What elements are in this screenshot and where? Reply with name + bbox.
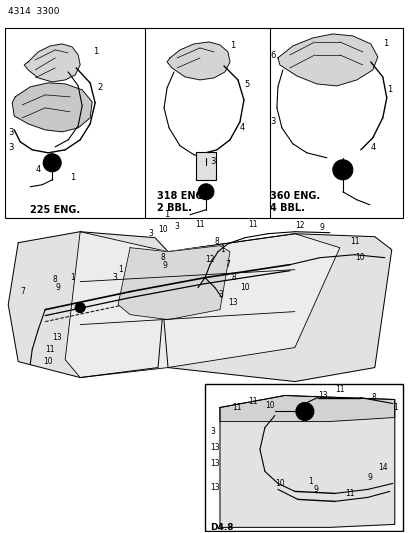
Polygon shape	[65, 232, 340, 377]
Polygon shape	[24, 44, 80, 82]
Text: 3: 3	[8, 128, 13, 138]
Text: 318 ENG.
2 BBL.: 318 ENG. 2 BBL.	[157, 191, 207, 213]
Text: 9: 9	[368, 473, 373, 482]
Text: 3: 3	[218, 290, 223, 299]
Text: 1: 1	[93, 47, 98, 56]
Circle shape	[296, 402, 314, 421]
Text: 9: 9	[314, 485, 319, 494]
Text: 10: 10	[43, 357, 53, 366]
Text: 10: 10	[158, 225, 168, 234]
Text: 10: 10	[240, 283, 250, 292]
Text: D4.8: D4.8	[210, 523, 233, 532]
Text: 13: 13	[318, 391, 328, 400]
Text: 1: 1	[383, 39, 388, 49]
Text: 1: 1	[393, 403, 397, 412]
Text: 14: 14	[378, 463, 388, 472]
Text: 11: 11	[248, 220, 257, 229]
Text: 10: 10	[355, 253, 364, 262]
Text: 3: 3	[210, 427, 215, 436]
Text: 6: 6	[270, 51, 275, 60]
Text: 1: 1	[387, 85, 392, 94]
Text: 12: 12	[295, 221, 304, 230]
Polygon shape	[220, 395, 395, 422]
Text: 13: 13	[210, 459, 220, 468]
Bar	[205, 384, 403, 531]
Text: 7: 7	[20, 287, 25, 296]
Circle shape	[198, 184, 214, 200]
Text: 12: 12	[205, 255, 215, 264]
Circle shape	[333, 160, 353, 180]
Text: 4: 4	[240, 123, 245, 132]
Text: 8: 8	[52, 275, 57, 284]
Text: 11: 11	[248, 397, 257, 406]
Text: 11: 11	[335, 385, 344, 394]
Text: 13: 13	[52, 333, 62, 342]
Text: 13: 13	[210, 483, 220, 492]
Text: 11: 11	[195, 220, 204, 229]
Text: 8: 8	[232, 273, 237, 282]
Text: 13: 13	[228, 298, 237, 307]
Bar	[196, 152, 216, 180]
Text: 1: 1	[164, 210, 169, 219]
Text: 8: 8	[372, 393, 377, 402]
Text: 13: 13	[210, 443, 220, 452]
Text: 3: 3	[8, 143, 13, 152]
Circle shape	[43, 154, 61, 172]
Text: 11: 11	[232, 403, 242, 412]
Bar	[5, 28, 403, 218]
Text: 11: 11	[345, 489, 354, 498]
Text: 9: 9	[162, 261, 167, 270]
Polygon shape	[278, 34, 378, 86]
Text: 4: 4	[371, 143, 376, 152]
Text: 1: 1	[70, 173, 75, 182]
Polygon shape	[167, 42, 230, 80]
Text: 4: 4	[35, 165, 40, 174]
Text: 1: 1	[230, 42, 235, 51]
Circle shape	[75, 303, 85, 313]
Text: 10: 10	[275, 479, 284, 488]
Text: 9: 9	[320, 223, 325, 232]
Polygon shape	[8, 232, 168, 377]
Text: 5: 5	[244, 80, 249, 90]
Text: 360 ENG.
4 BBL.: 360 ENG. 4 BBL.	[270, 191, 320, 213]
Text: 225 ENG.: 225 ENG.	[30, 205, 80, 215]
Text: 3: 3	[270, 117, 275, 126]
Polygon shape	[118, 246, 230, 320]
Text: 2: 2	[97, 83, 102, 92]
Polygon shape	[12, 83, 92, 132]
Text: 1: 1	[220, 245, 225, 254]
Text: 1: 1	[70, 273, 75, 282]
Text: 3: 3	[174, 222, 179, 231]
Text: 1: 1	[308, 477, 313, 486]
Text: 10: 10	[265, 401, 275, 410]
Text: 3: 3	[148, 229, 153, 238]
Text: 3: 3	[112, 273, 117, 282]
Polygon shape	[220, 395, 395, 527]
Text: 3: 3	[210, 157, 215, 166]
Text: 9: 9	[55, 283, 60, 292]
Polygon shape	[158, 233, 392, 382]
Text: 8: 8	[215, 237, 220, 246]
Text: 8: 8	[160, 253, 165, 262]
Text: 7: 7	[225, 260, 230, 269]
Text: 4314  3300: 4314 3300	[8, 7, 60, 17]
Text: 11: 11	[45, 345, 55, 354]
Text: 11: 11	[350, 237, 359, 246]
Text: 1: 1	[118, 265, 123, 274]
